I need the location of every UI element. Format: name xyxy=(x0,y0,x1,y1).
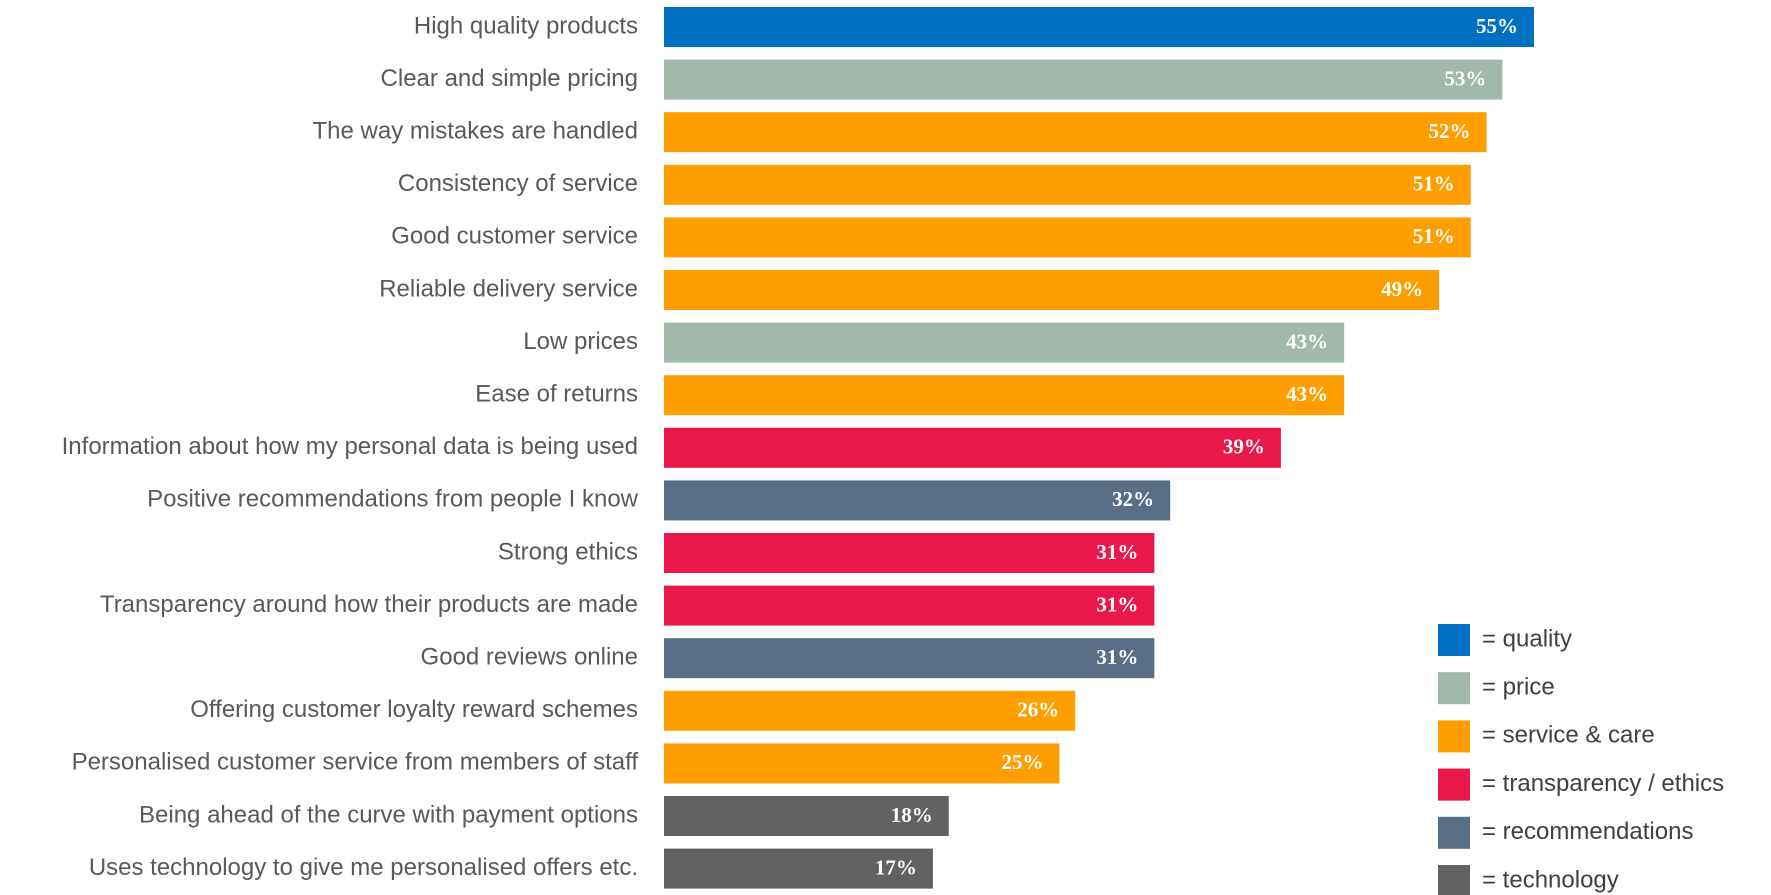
value-label: 43% xyxy=(1286,382,1328,406)
bar xyxy=(664,690,1076,731)
legend-swatch xyxy=(1438,768,1470,801)
legend-label: = transparency / ethics xyxy=(1482,770,1724,797)
legend-swatch xyxy=(1438,720,1470,753)
category-label: Offering customer loyalty reward schemes xyxy=(190,696,638,723)
category-label: Reliable delivery service xyxy=(379,275,638,302)
value-label: 26% xyxy=(1017,698,1059,722)
category-label: Strong ethics xyxy=(498,538,638,565)
legend-label: = recommendations xyxy=(1482,818,1693,845)
category-label: Good reviews online xyxy=(421,644,638,671)
bar xyxy=(664,59,1503,100)
value-label: 55% xyxy=(1476,14,1518,38)
legend-label: = price xyxy=(1482,674,1555,701)
legend-swatch xyxy=(1438,816,1470,849)
legend-label: = technology xyxy=(1482,866,1619,893)
bar xyxy=(664,480,1171,521)
bar xyxy=(664,375,1345,416)
bar xyxy=(664,796,949,836)
category-label: Information about how my personal data i… xyxy=(62,433,638,460)
legend-swatch xyxy=(1438,624,1470,656)
category-label: Ease of returns xyxy=(475,381,638,408)
bar xyxy=(664,743,1060,784)
category-label: Personalised customer service from membe… xyxy=(72,749,639,776)
category-label: Transparency around how their products a… xyxy=(100,591,638,618)
category-label: Good customer service xyxy=(391,223,638,250)
value-label: 53% xyxy=(1444,66,1486,90)
category-label: Positive recommendations from people I k… xyxy=(147,486,639,513)
bar xyxy=(664,270,1440,310)
value-label: 51% xyxy=(1413,224,1455,248)
legend-label: = service & care xyxy=(1482,722,1655,749)
value-label: 43% xyxy=(1286,329,1328,353)
legend-swatch xyxy=(1438,672,1470,705)
value-label: 31% xyxy=(1096,592,1138,616)
value-label: 39% xyxy=(1223,435,1265,459)
category-label: Uses technology to give me personalised … xyxy=(89,854,638,881)
value-label: 18% xyxy=(891,803,933,827)
bar xyxy=(664,533,1155,573)
category-label: Clear and simple pricing xyxy=(381,65,638,92)
value-label: 52% xyxy=(1429,119,1471,143)
category-label: Consistency of service xyxy=(398,170,638,197)
value-label: 25% xyxy=(1001,750,1043,774)
category-label: Low prices xyxy=(523,328,638,355)
value-label: 17% xyxy=(875,855,917,879)
value-label: 31% xyxy=(1096,645,1138,669)
value-label: 49% xyxy=(1381,277,1423,301)
legend-label: = quality xyxy=(1482,625,1572,652)
bar xyxy=(664,427,1281,468)
category-label: Being ahead of the curve with payment op… xyxy=(139,801,638,828)
bar xyxy=(664,164,1471,205)
value-label: 32% xyxy=(1112,487,1154,511)
category-label: High quality products xyxy=(414,12,638,39)
value-label: 51% xyxy=(1413,172,1455,196)
bar xyxy=(664,585,1155,626)
value-label: 31% xyxy=(1096,540,1138,564)
bar xyxy=(664,848,933,889)
bar xyxy=(664,217,1471,258)
bar xyxy=(664,7,1534,47)
bar xyxy=(664,638,1155,679)
legend-swatch xyxy=(1438,865,1470,895)
category-label: The way mistakes are handled xyxy=(313,118,639,145)
bar xyxy=(664,112,1487,153)
bar xyxy=(664,322,1345,363)
